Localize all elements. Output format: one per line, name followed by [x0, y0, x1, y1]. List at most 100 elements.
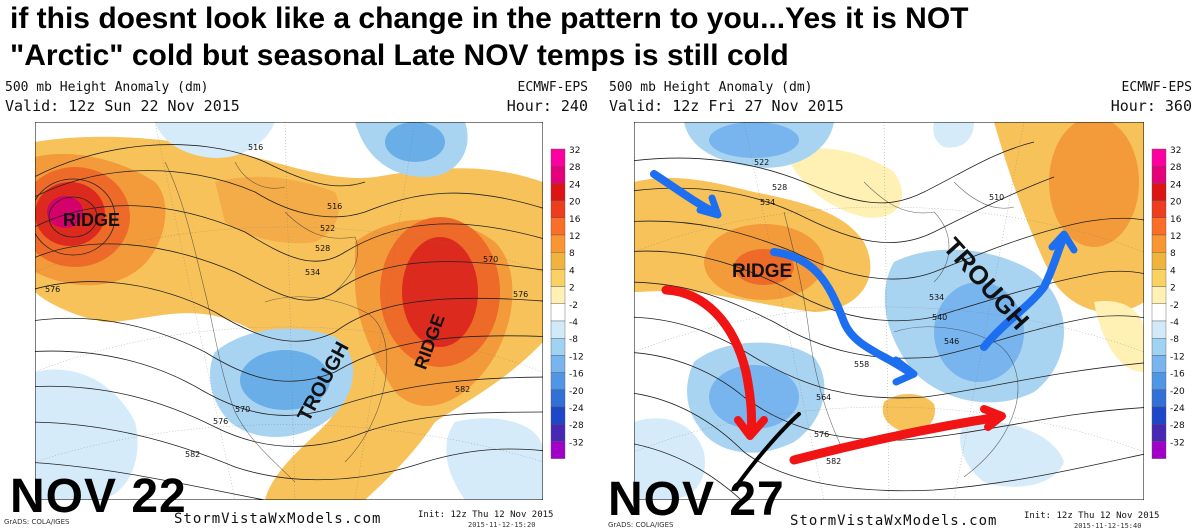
colorbar-label: -32 — [569, 438, 584, 448]
colorbar-label: -4 — [569, 318, 578, 328]
date-label-nov22: NOV 22 — [10, 470, 187, 523]
colorbar-swatch — [1151, 441, 1167, 459]
colorbar-label: -12 — [1170, 352, 1185, 362]
colorbar-swatch — [550, 320, 566, 339]
colorbar-swatch — [1151, 286, 1167, 305]
colorbar-swatch — [1151, 269, 1167, 287]
colorbar-swatch — [550, 389, 566, 408]
contour-label: 576 — [45, 285, 60, 294]
contour-label: 582 — [455, 385, 470, 394]
colorbar-label: -8 — [1170, 335, 1179, 345]
colorbar-swatch — [550, 269, 566, 287]
panel-title: 500 mb Height Anomaly (dm) — [5, 80, 209, 95]
colorbar-label: 32 — [569, 146, 580, 156]
colorbar-swatch — [550, 217, 566, 236]
contour-label: 564 — [816, 393, 831, 402]
colorbar-label: 16 — [569, 215, 581, 225]
colorbar-swatch — [550, 251, 566, 270]
colorbar-label: -24 — [569, 404, 584, 414]
arrowhead-icon — [980, 405, 1006, 431]
colorbar-swatch — [550, 424, 566, 442]
colorbar-swatch — [1151, 200, 1167, 218]
map-annotation-ridge-west: RIDGE — [63, 210, 120, 230]
panel-forecast-hour: Hour: 360 — [1110, 97, 1192, 115]
colorbar-swatch — [1151, 183, 1167, 201]
colorbar-swatch — [550, 441, 566, 459]
colorbar-label: -16 — [569, 370, 584, 380]
colorbar-swatch — [550, 148, 566, 167]
height-anomaly-map: 516 516 522 528 534 576 570 576 570 576 … — [35, 122, 543, 500]
colorbar-swatch — [550, 166, 566, 184]
contour-label: 534 — [929, 293, 944, 302]
contour-label: 576 — [814, 430, 829, 439]
panel-forecast-hour: Hour: 240 — [506, 97, 588, 115]
colorbar-label: 28 — [1170, 163, 1182, 173]
colorbar-label: -2 — [569, 301, 578, 311]
colorbar-label: -20 — [569, 387, 584, 397]
grads-credit: GrADS: COLA/IGES — [608, 521, 674, 529]
colorbar-label: -4 — [1170, 318, 1179, 328]
flow-arrow-red — [789, 412, 1004, 465]
grads-credit: GrADS: COLA/IGES — [4, 518, 70, 526]
colorbar-label: 12 — [569, 232, 580, 242]
timestamp: 2015-11-12-15:40 — [1074, 522, 1142, 530]
colorbar-label: 32 — [1170, 146, 1181, 156]
watermark: StormVistaWxModels.com — [174, 511, 382, 527]
watermark: StormVistaWxModels.com — [790, 513, 998, 529]
colorbar-label: -28 — [569, 421, 584, 431]
arrowhead-icon — [734, 416, 768, 440]
panel-model: ECMWF-EPS — [517, 80, 588, 95]
colorbar-swatch — [550, 183, 566, 201]
arrowhead-icon — [892, 356, 918, 386]
panel-model: ECMWF-EPS — [1121, 80, 1192, 95]
contour-label: 516 — [327, 202, 342, 211]
colorbar-swatch — [1151, 355, 1167, 373]
contour-label: 570 — [483, 255, 498, 264]
colorbar-swatch — [550, 200, 566, 218]
colorbar-label: 4 — [1170, 266, 1176, 276]
colorbar-label: -2 — [1170, 301, 1179, 311]
arrowhead-icon — [696, 194, 722, 219]
contour-label: 534 — [760, 198, 775, 207]
colorbar-label: 8 — [1170, 249, 1176, 259]
headline-line-1: if this doesnt look like a change in the… — [10, 2, 969, 35]
contour-label: 582 — [826, 457, 841, 466]
anomaly-colorbar: 32 28 24 20 16 12 8 4 2 -2 -4 -8 -12 -16 -20 -24 -28 -32 — [1151, 146, 1185, 459]
height-anomaly-map: 510 522 528 534 534 540 546 558 564 576 … — [634, 122, 1144, 500]
contour-label: 582 — [185, 450, 200, 459]
flow-arrow-blue — [980, 233, 1068, 351]
colorbar-label: 20 — [569, 198, 581, 208]
colorbar-label: -12 — [569, 352, 584, 362]
headline: if this doesnt look like a change in the… — [10, 0, 1200, 74]
panel-valid-time: Valid: 12z Sun 22 Nov 2015 — [5, 97, 240, 115]
colorbar-swatch — [1151, 234, 1167, 253]
contour-label: 534 — [305, 268, 320, 277]
colorbar-label: 16 — [1170, 215, 1182, 225]
flow-arrow-red — [661, 285, 756, 437]
anomaly-colorbar: 32 28 24 20 16 12 8 4 2 -2 -4 -8 -12 -16 -20 -24 -28 -32 — [550, 146, 584, 459]
colorbar-swatch — [1151, 166, 1167, 184]
init-time: Init: 12z Thu 12 Nov 2015 — [418, 510, 554, 520]
init-time: Init: 12z Thu 12 Nov 2015 — [1024, 511, 1160, 521]
headline-line-2: "Arctic" cold but seasonal Late NOV temp… — [10, 39, 789, 72]
flow-arrow-blue — [770, 248, 913, 376]
timestamp: 2015-11-12-15:20 — [468, 521, 536, 529]
colorbar-label: -16 — [1170, 370, 1185, 380]
colorbar-swatch — [550, 406, 566, 425]
colorbar-label: -8 — [569, 335, 578, 345]
colorbar-label: 12 — [1170, 232, 1181, 242]
panel-title: 500 mb Height Anomaly (dm) — [609, 80, 813, 95]
colorbar-swatch — [1151, 389, 1167, 408]
colorbar-swatch — [1151, 372, 1167, 391]
colorbar-swatch — [550, 372, 566, 391]
contour-label: 558 — [854, 360, 869, 369]
colorbar-swatch — [1151, 406, 1167, 425]
contour-label: 528 — [315, 244, 330, 253]
colorbar-swatch — [1151, 303, 1167, 322]
contour-label: 540 — [932, 313, 947, 322]
colorbar-label: 20 — [1170, 198, 1182, 208]
colorbar-swatch — [550, 303, 566, 322]
map-panel-nov22: 500 mb Height Anomaly (dm) Valid: 12z Su… — [0, 80, 596, 531]
colorbar-label: 2 — [569, 284, 575, 294]
colorbar-label: -32 — [1170, 438, 1185, 448]
